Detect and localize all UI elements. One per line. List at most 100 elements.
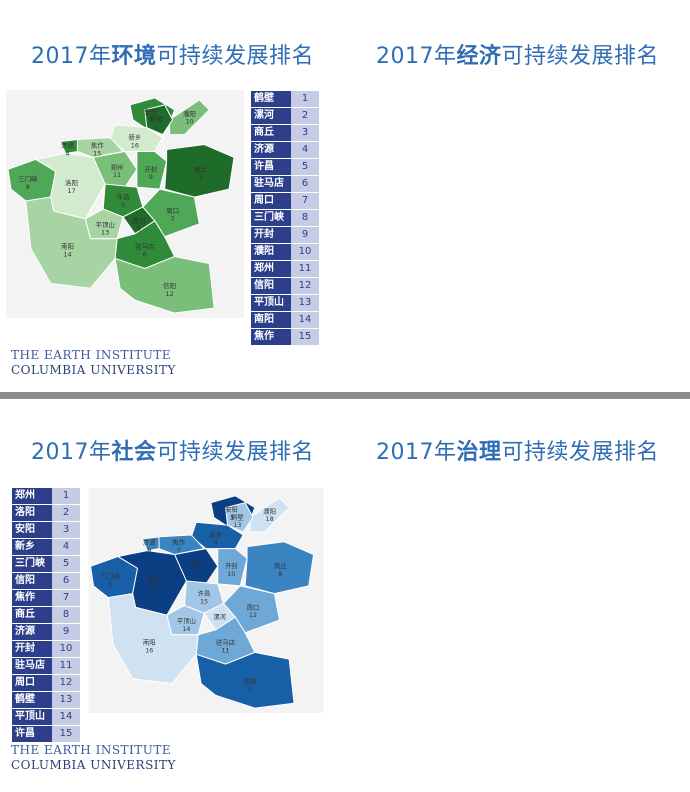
ranking-city: 周口 (251, 193, 291, 209)
region-label: 鹤壁 (231, 512, 244, 521)
ranking-city: 许昌 (12, 726, 52, 742)
ranking-city: 信阳 (12, 573, 52, 589)
ranking-city: 鹤壁 (251, 91, 291, 107)
ranking-city: 平顶山 (12, 709, 52, 725)
ranking-number: 8 (52, 607, 80, 623)
ranking-row: 信阳 12 (251, 278, 319, 295)
region-rank: 4 (214, 540, 218, 547)
region-label: 濮阳 (183, 109, 196, 118)
ranking-number: 14 (291, 312, 319, 328)
ranking-city: 商丘 (12, 607, 52, 623)
ranking-city: 郑州 (12, 488, 52, 504)
ranking-row: 濮阳 10 (251, 244, 319, 261)
region-rank: 1 (155, 124, 159, 132)
region-label: 洛阳 (65, 178, 78, 187)
ranking-number: 15 (52, 726, 80, 742)
region-rank: 18 (266, 516, 274, 523)
title-year: 2017年 (30, 440, 112, 465)
ranking-number: 11 (291, 261, 319, 277)
region-rank: 13 (101, 229, 109, 237)
region-label: 商丘 (274, 561, 287, 570)
region-rank: 16 (145, 647, 153, 654)
region-郑州 (173, 548, 219, 585)
region-濮阳 (249, 497, 290, 533)
title-suffix: 可持续发展排名 (501, 44, 660, 69)
ranking-row: 驻马店 6 (251, 176, 319, 193)
ranking-row: 三门峡 5 (12, 556, 80, 573)
ranking-row: 郑州 1 (12, 488, 80, 505)
region-label: 新乡 (209, 530, 222, 539)
ranking-number: 7 (291, 193, 319, 209)
ranking-city: 驻马店 (251, 176, 291, 192)
ranking-row: 济源 9 (12, 624, 80, 641)
earth-line1: THE EARTH INSTITUTE (11, 743, 172, 757)
region-label: 平顶山 (177, 616, 196, 625)
region-label: 济源 (143, 538, 156, 547)
ranking-number: 12 (291, 278, 319, 294)
region-rank: 3 (229, 514, 233, 521)
region-rank: 14 (63, 251, 71, 259)
region-label: 开封 (225, 561, 238, 570)
ranking-number: 4 (52, 539, 80, 555)
region-濮阳 (169, 99, 210, 136)
ranking-row: 商丘 3 (251, 125, 319, 142)
ranking-city: 驻马店 (12, 658, 52, 674)
region-label: 安阳 (225, 504, 238, 513)
region-label: 信阳 (163, 281, 176, 290)
region-rank: 2 (151, 585, 155, 592)
panel-title: 2017年环境可持续发展排名 (0, 38, 345, 70)
ranking-number: 13 (291, 295, 319, 311)
region-label: 信阳 (244, 677, 257, 686)
earth-line1: THE EARTH INSTITUTE (11, 348, 172, 362)
ranking-city: 三门峡 (12, 556, 52, 572)
ranking-number: 5 (291, 159, 319, 175)
ranking-number: 15 (291, 329, 319, 345)
panel-environment: 2017年环境可持续发展排名 安阳 5 濮阳 10 鹤壁 1 新乡 16 焦作 15 济源 4 三门峡 8 洛… (0, 0, 345, 396)
ranking-row: 周口 7 (251, 193, 319, 210)
ranking-row: 周口 12 (12, 675, 80, 692)
ranking-row: 三门峡 8 (251, 210, 319, 227)
region-鹤壁 (144, 104, 174, 136)
region-label: 平顶山 (96, 220, 115, 229)
region-rank: 6 (248, 686, 252, 693)
panel-title: 2017年治理可持续发展排名 (345, 434, 690, 466)
ranking-number: 3 (291, 125, 319, 141)
region-商丘 (164, 144, 235, 198)
region-label: 开封 (144, 164, 157, 173)
title-suffix: 可持续发展排名 (501, 440, 660, 465)
region-rank: 10 (185, 118, 193, 126)
ranking-number: 3 (52, 522, 80, 538)
ranking-row: 焦作 7 (12, 590, 80, 607)
ranking-number: 1 (52, 488, 80, 504)
ranking-number: 5 (52, 556, 80, 572)
region-济源 (141, 536, 160, 552)
region-rank: 1 (196, 569, 200, 576)
region-rank: 5 (121, 201, 125, 209)
earth-line2: COLUMBIA UNIVERSITY (11, 758, 176, 772)
panel-separator (0, 392, 690, 399)
title-dimension: 治理 (456, 440, 502, 465)
ranking-row: 南阳 14 (251, 312, 319, 329)
region-rank: 12 (249, 612, 257, 619)
region-rank: 16 (131, 141, 139, 149)
ranking-city: 开封 (12, 641, 52, 657)
ranking-number: 4 (291, 142, 319, 158)
ranking-city: 许昌 (251, 159, 291, 175)
ranking-city: 周口 (12, 675, 52, 691)
panel-title: 2017年社会可持续发展排名 (0, 434, 345, 466)
ranking-city: 焦作 (12, 590, 52, 606)
region-label: 周口 (166, 207, 179, 215)
ranking-city: 济源 (251, 142, 291, 158)
region-rank: 7 (177, 548, 181, 555)
panel-title: 2017年经济可持续发展排名 (345, 38, 690, 70)
ranking-row: 焦作 15 (251, 329, 319, 346)
region-label: 三门峡 (101, 571, 121, 580)
ranking-city: 开封 (251, 227, 291, 243)
ranking-number: 8 (291, 210, 319, 226)
ranking-table: 郑州 1 洛阳 2 安阳 3 新乡 4 三门峡 5 信阳 6 焦作 7 商丘 8 济源 9 开封 10 驻马店 11 周口 1… (12, 488, 80, 743)
region-rank: 5 (149, 116, 153, 124)
ranking-number: 9 (291, 227, 319, 243)
ranking-number: 10 (52, 641, 80, 657)
ranking-city: 三门峡 (251, 210, 291, 226)
